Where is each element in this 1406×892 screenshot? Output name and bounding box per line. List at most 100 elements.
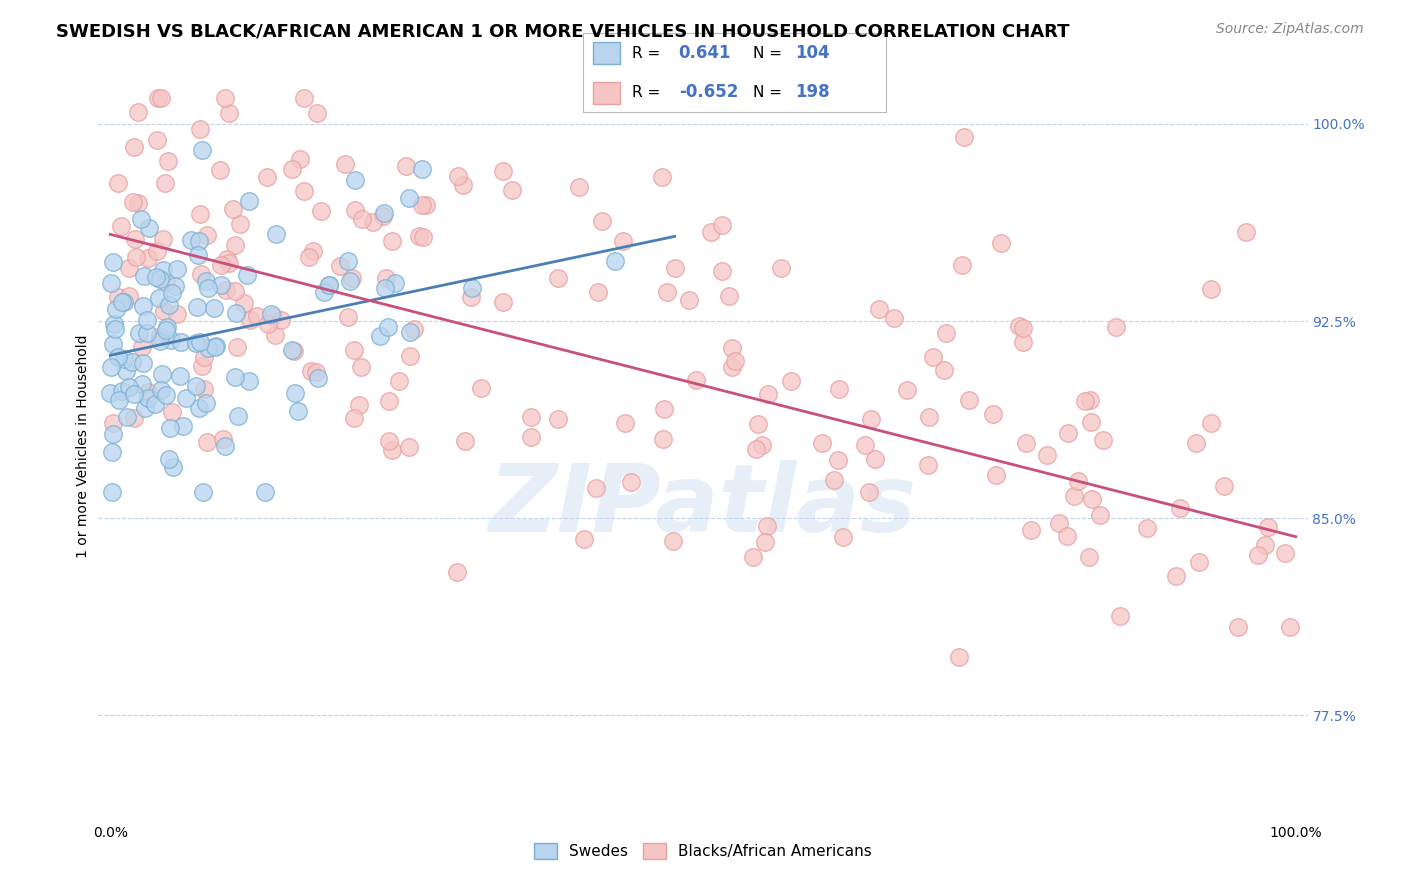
Point xyxy=(193,382,215,396)
Point xyxy=(398,190,420,204)
Point xyxy=(263,328,285,343)
Point xyxy=(156,320,179,334)
Point xyxy=(451,178,474,193)
Point xyxy=(118,380,141,394)
Point xyxy=(136,251,159,265)
Point xyxy=(176,391,198,405)
Point xyxy=(212,432,235,446)
Point xyxy=(305,365,328,379)
Point xyxy=(121,355,143,369)
Point xyxy=(1067,474,1090,488)
Point xyxy=(152,304,174,318)
Point xyxy=(1201,416,1223,430)
Point xyxy=(651,169,673,184)
Point xyxy=(214,439,236,453)
Point xyxy=(339,274,361,288)
Point xyxy=(408,229,430,244)
Point xyxy=(197,341,219,355)
Point xyxy=(412,230,434,244)
Point xyxy=(159,421,181,435)
Point xyxy=(160,405,183,419)
Point xyxy=(447,169,470,183)
Point xyxy=(721,341,744,355)
Point xyxy=(378,434,401,448)
Point xyxy=(605,253,627,268)
Point xyxy=(1092,433,1115,447)
Point xyxy=(381,234,404,248)
Point xyxy=(205,339,228,353)
Point xyxy=(711,218,734,232)
Point xyxy=(202,301,225,315)
Point xyxy=(398,349,420,363)
Bar xyxy=(592,82,620,103)
Text: 104: 104 xyxy=(796,44,830,62)
Point xyxy=(292,90,315,104)
Point xyxy=(101,337,124,351)
Point xyxy=(149,334,172,348)
Point xyxy=(337,254,360,268)
Point xyxy=(1136,520,1159,534)
Point xyxy=(948,650,970,665)
Point xyxy=(460,290,482,304)
Point xyxy=(1279,620,1302,634)
Point xyxy=(652,401,675,416)
Point xyxy=(859,411,882,425)
Point xyxy=(238,374,260,388)
Point xyxy=(222,202,245,216)
Point xyxy=(224,284,246,298)
Point xyxy=(1008,319,1031,334)
Point xyxy=(868,302,890,317)
Point xyxy=(853,437,876,451)
Point xyxy=(662,534,685,549)
Point xyxy=(678,293,700,308)
Text: -0.652: -0.652 xyxy=(679,83,738,102)
Point xyxy=(415,198,437,212)
Point xyxy=(361,215,384,229)
Point xyxy=(122,387,145,401)
Point xyxy=(375,271,398,285)
Point xyxy=(373,205,395,219)
Point xyxy=(398,440,420,454)
Point xyxy=(131,299,153,313)
Point xyxy=(103,254,125,268)
Point xyxy=(107,176,129,190)
Point xyxy=(780,374,803,388)
Point xyxy=(143,397,166,411)
Point xyxy=(162,286,184,301)
Text: N =: N = xyxy=(752,45,782,61)
Point xyxy=(957,393,980,408)
Point xyxy=(112,351,135,366)
Point xyxy=(232,296,254,310)
Point xyxy=(118,260,141,275)
Point xyxy=(146,133,169,147)
Point xyxy=(935,326,957,340)
Point xyxy=(384,276,406,290)
Point xyxy=(191,143,214,157)
Point xyxy=(1188,555,1211,569)
Point xyxy=(281,343,304,357)
Text: N =: N = xyxy=(752,85,782,100)
Point xyxy=(145,269,167,284)
Point xyxy=(453,434,475,449)
Point xyxy=(568,179,591,194)
Point xyxy=(1011,335,1033,350)
Point xyxy=(229,217,252,231)
Point xyxy=(157,452,180,467)
Point xyxy=(1227,620,1250,634)
Point xyxy=(591,214,613,228)
Point xyxy=(136,392,159,406)
Point xyxy=(374,281,396,295)
Point xyxy=(378,393,401,408)
Point xyxy=(1201,282,1223,296)
Point xyxy=(309,204,332,219)
Point xyxy=(195,396,218,410)
Point xyxy=(344,173,367,187)
Point xyxy=(122,410,145,425)
Point xyxy=(318,277,340,292)
Point xyxy=(101,445,124,459)
Text: 0.641: 0.641 xyxy=(679,44,731,62)
Point xyxy=(1047,516,1070,530)
Point xyxy=(131,376,153,391)
Point xyxy=(1088,508,1111,522)
Text: SWEDISH VS BLACK/AFRICAN AMERICAN 1 OR MORE VEHICLES IN HOUSEHOLD CORRELATION CH: SWEDISH VS BLACK/AFRICAN AMERICAN 1 OR M… xyxy=(56,22,1070,40)
